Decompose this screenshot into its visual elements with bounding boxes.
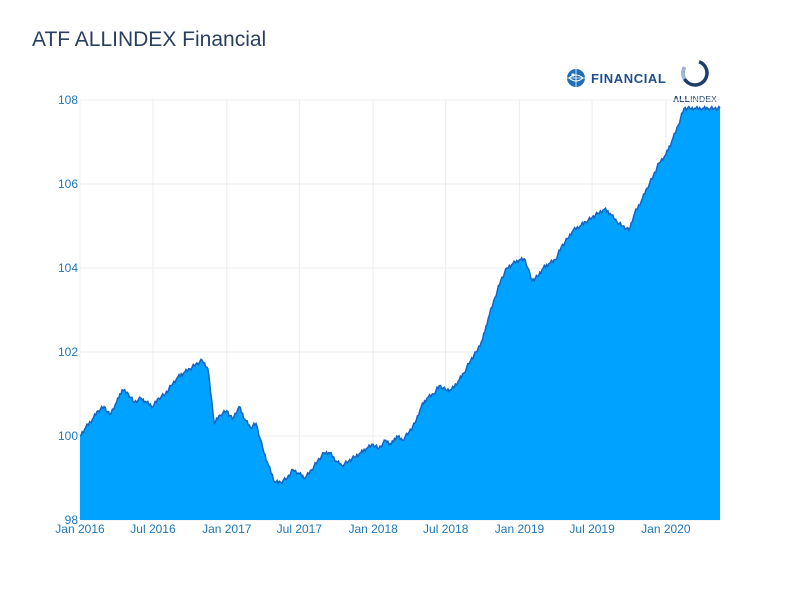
y-tick-label: 98 <box>65 513 79 527</box>
y-tick-label: 102 <box>58 345 78 359</box>
x-tick-label: Jan 2020 <box>641 522 691 536</box>
allindex-logo-text: ALLINDEX <box>672 94 718 104</box>
financial-logo-text: FINANCIAL <box>591 70 667 86</box>
y-tick-label: 100 <box>58 429 78 443</box>
chart-title: ATF ALLINDEX Financial <box>32 28 267 51</box>
x-tick-label: Jul 2019 <box>569 522 615 536</box>
x-tick-label: Jul 2016 <box>130 522 176 536</box>
allindex-ring-icon <box>681 59 709 87</box>
x-tick-label: Jan 2019 <box>495 522 545 536</box>
x-tick-label: Jul 2017 <box>277 522 323 536</box>
financial-globe-icon <box>567 69 585 87</box>
x-axis-ticks: Jan 2016 Jul 2016 Jan 2017 Jul 2017 Jan 2018… <box>55 522 691 536</box>
y-tick-label: 104 <box>58 261 78 275</box>
y-tick-label: 108 <box>58 93 78 107</box>
x-tick-label: Jan 2016 <box>55 522 105 536</box>
series-line <box>79 104 721 485</box>
y-axis-ticks: 98 100 102 104 106 108 <box>58 93 78 527</box>
y-tick-label: 106 <box>58 177 78 191</box>
series-area-fill <box>80 106 720 520</box>
x-tick-label: Jul 2018 <box>423 522 469 536</box>
allindex-logo: ALLINDEX <box>668 58 722 104</box>
x-tick-label: Jan 2018 <box>348 522 398 536</box>
financial-logo: FINANCIAL <box>566 68 666 88</box>
x-tick-label: Jan 2017 <box>202 522 252 536</box>
